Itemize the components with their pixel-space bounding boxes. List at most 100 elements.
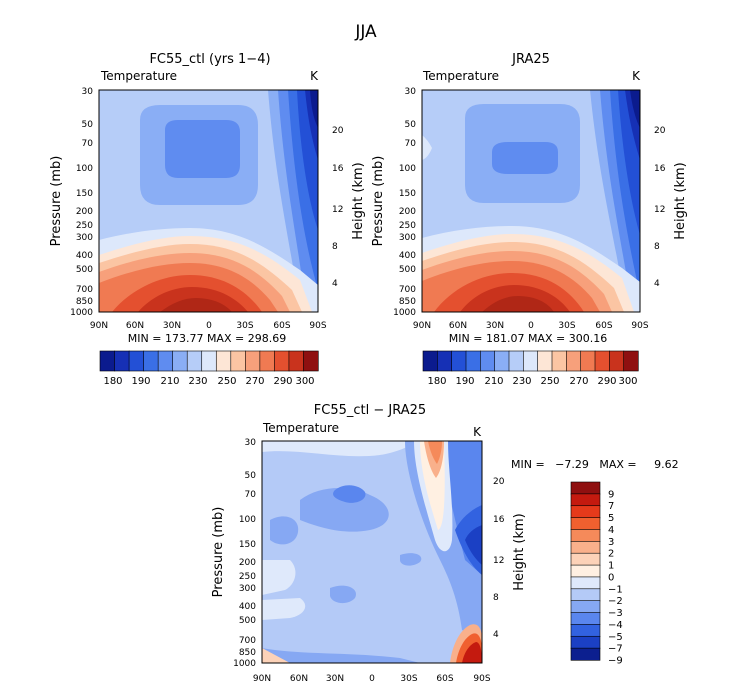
y-tick-label: 50 [405,120,417,130]
y-tick-label: 200 [399,207,416,217]
x-tick-label: 90S [473,674,490,684]
colorbar-swatch [143,350,159,372]
panel-difference: FC55_ctl − JRA25 Temperature K [211,403,679,684]
colorbar-swatch [508,350,524,372]
colorbar-label: 210 [160,376,179,387]
colorbar-label: 180 [427,376,446,387]
colorbar-swatch [128,350,145,372]
y2-tick-label: 16 [332,164,344,174]
x-tick-label: 30S [236,321,253,331]
colorbar-label: 190 [131,376,150,387]
y-axis-right: 20 16 12 8 4 [654,126,666,289]
colorbar-swatch [570,517,601,531]
y2-tick-label: 8 [654,242,660,252]
colorbar-swatch [422,350,438,372]
y-tick-label: 700 [399,285,416,295]
colorbar-swatch [201,350,217,372]
colorbar-label: 250 [540,376,559,387]
x-tick-label: 30N [486,321,504,331]
y-axis-left: 30 50 70 100 150 200 250 300 400 500 700… [393,87,416,318]
x-tick-label: 90S [631,321,648,331]
colorbar-swatch [99,350,116,372]
colorbar-swatch [157,350,174,372]
colorbar-swatch [451,350,467,372]
y-tick-label: 500 [76,265,93,275]
colorbar-swatch [570,635,601,649]
y-tick-label: 400 [239,602,256,612]
colorbar-label: 4 [608,525,614,536]
y-tick-label: 500 [399,265,416,275]
y-tick-label: 300 [399,233,416,243]
plot-frame [98,89,319,313]
colorbar-label: −3 [608,608,623,619]
y-axis-left: 30 50 70 100 150 200 250 300 400 500 700… [233,438,256,669]
panel-title: FC55_ctl (yrs 1−4) [149,52,270,67]
y-tick-label: 50 [82,120,94,130]
colorbar-swatch [303,350,319,372]
y-tick-label: 50 [245,471,257,481]
stats-text: MIN = 181.07 MAX = 300.16 [449,332,607,345]
y-tick-label: 1000 [70,308,93,318]
x-tick-label: 90S [309,321,326,331]
colorbar-swatch [172,350,188,372]
colorbar-swatch [465,350,481,372]
x-tick-label: 30S [558,321,575,331]
x-tick-label: 60N [290,674,308,684]
y-tick-label: 30 [82,87,94,97]
y2-tick-label: 16 [654,164,666,174]
colorbar-label: 230 [188,376,207,387]
panel-title: JRA25 [511,52,550,67]
y2-tick-label: 20 [332,126,344,136]
y2-tick-label: 16 [493,515,505,525]
colorbar-swatch [245,350,261,372]
colorbar-label: 290 [273,376,292,387]
colorbar-swatch [570,588,601,602]
colorbar-label: 3 [608,537,614,548]
colorbar-swatch [570,529,601,542]
colorbar-labels: 180 190 210 230 250 270 290 300 [427,376,637,387]
y-axis-right: 20 16 12 8 4 [332,126,344,289]
colorbar-swatch [230,350,246,372]
colorbar-swatch [594,350,610,372]
y-tick-label: 400 [399,251,416,261]
panel-fc55: FC55_ctl (yrs 1−4) Temperature K 30 50 [49,52,366,387]
x-tick-label: 30S [400,674,417,684]
x-tick-label: 90N [90,321,108,331]
colorbar-swatch [570,600,601,614]
y-tick-label: 100 [239,515,256,525]
y-tick-label: 70 [82,139,94,149]
difference-field [262,441,482,663]
colorbar-swatch [523,350,539,372]
y2-tick-label: 20 [493,477,505,487]
x-tick-label: 0 [206,321,212,331]
colorbar-label: 250 [217,376,236,387]
colorbar-label: 180 [103,376,122,387]
y-tick-label: 200 [76,207,93,217]
colorbar-swatch [570,493,601,507]
colorbar-label: 5 [608,513,614,524]
y-axis-left: 30 50 70 100 150 200 250 300 400 500 700… [70,87,93,318]
y2-tick-label: 12 [493,556,504,566]
panel-jra25: JRA25 Temperature K 30 50 70 [371,52,688,387]
y2-axis-title: Height (km) [512,513,527,590]
x-tick-label: 30N [163,321,181,331]
x-tick-label: 60N [449,321,467,331]
colorbar-swatch [186,350,203,372]
colorbar-label: −1 [608,584,623,595]
x-axis: 90N 60N 30N 0 30S 60S 90S [413,321,649,331]
x-axis: 90N 60N 30N 0 30S 60S 90S [90,321,327,331]
colorbar [99,350,319,372]
x-tick-label: 60S [273,321,290,331]
colorbar [422,350,639,372]
y-tick-label: 700 [76,285,93,295]
colorbar-swatch [259,350,275,372]
colorbar-swatch [570,552,601,566]
y-tick-label: 300 [76,233,93,243]
y2-tick-label: 4 [654,279,660,289]
colorbar-label: 9 [608,489,614,500]
plot-frame [261,440,483,664]
plot-frame [421,89,641,313]
colorbar-label: 210 [484,376,503,387]
y-tick-label: 250 [399,221,416,231]
page-title: JJA [354,22,377,42]
